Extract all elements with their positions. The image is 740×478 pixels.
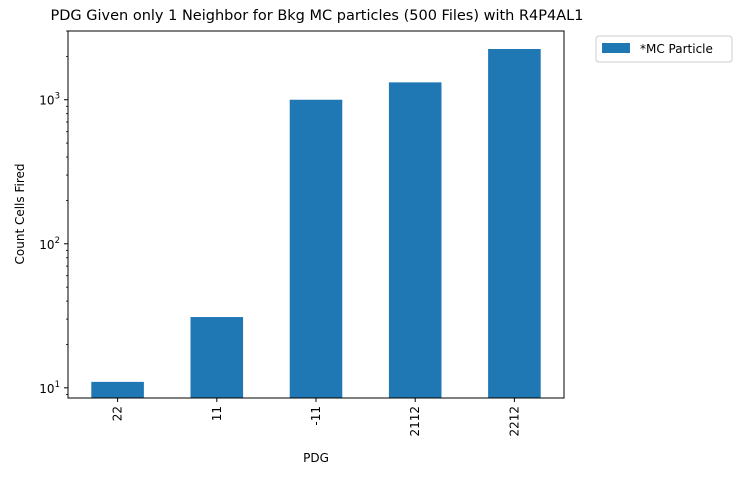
legend-frame (595, 35, 733, 63)
x-tick-label: 2212 (507, 406, 521, 437)
bar-2112 (388, 82, 442, 398)
bar-11 (190, 317, 244, 398)
x-tick-label: 11 (210, 406, 224, 421)
legend-swatch (602, 43, 630, 53)
legend: *MC Particle (595, 35, 733, 63)
x-tick-label: 22 (111, 406, 125, 421)
x-tick-label: 2112 (408, 406, 422, 437)
x-tick-label: -11 (309, 406, 323, 426)
bar-22 (91, 381, 144, 398)
y-tick-label: 103 (39, 92, 60, 108)
x-axis-label: PDG (303, 451, 329, 465)
y-ticks: 101 102 103 (39, 30, 68, 396)
bar-2212 (488, 48, 541, 399)
legend-label: *MC Particle (640, 42, 713, 56)
bar--11 (289, 99, 343, 398)
chart-title: PDG Given only 1 Neighbor for Bkg MC par… (51, 8, 584, 24)
y-tick-label: 101 (39, 380, 60, 396)
bars-layer (91, 48, 541, 399)
x-ticks: 22 11 -11 2112 2212 (111, 398, 521, 437)
y-tick-label: 102 (39, 236, 60, 252)
y-axis-label: Count Cells Fired (13, 164, 27, 265)
